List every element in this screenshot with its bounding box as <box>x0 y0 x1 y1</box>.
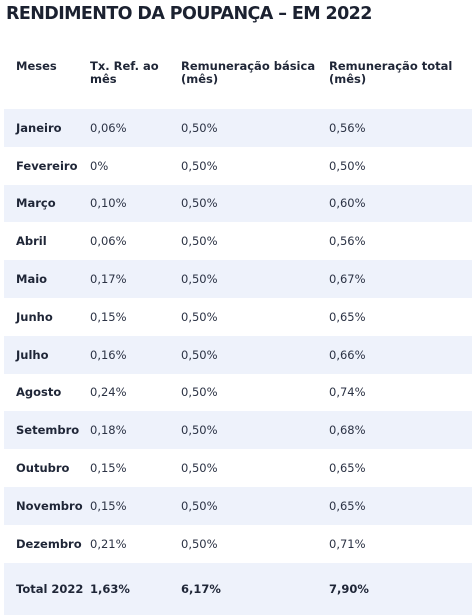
table-row: Janeiro 0,06% 0,50% 0,56% <box>4 109 472 147</box>
month-cell: Novembro <box>16 498 83 513</box>
table-row: Março 0,10% 0,50% 0,60% <box>4 184 472 223</box>
basic-cell: 0,50% <box>181 347 218 362</box>
total-cell: 0,56% <box>329 234 366 249</box>
tr-cell: 0,24% <box>90 385 127 400</box>
tr-cell: 0,15% <box>90 461 127 476</box>
total-total-cell: 7,90% <box>329 581 369 596</box>
table-row: Julho 0,16% 0,50% 0,66% <box>4 335 472 374</box>
total-cell: 0,65% <box>329 309 366 324</box>
basic-cell: 0,50% <box>181 309 218 324</box>
table-row: Agosto 0,24% 0,50% 0,74% <box>4 373 472 412</box>
total-cell: 0,65% <box>329 461 366 476</box>
header-total-yield: Remuneração total (mês) <box>329 59 453 86</box>
total-cell: 0,68% <box>329 423 366 438</box>
tr-cell: 0,17% <box>90 272 127 287</box>
basic-cell: 0,50% <box>181 120 218 135</box>
month-cell: Dezembro <box>16 536 82 551</box>
table-row: Abril 0,06% 0,50% 0,56% <box>4 222 472 261</box>
tr-cell: 0,06% <box>90 120 127 135</box>
tr-cell: 0,06% <box>90 234 127 249</box>
month-cell: Junho <box>16 309 53 324</box>
month-cell: Fevereiro <box>16 158 78 173</box>
savings-yield-table: Meses Tx. Ref. ao mês Remuneração básica… <box>4 48 472 615</box>
total-basic-cell: 6,17% <box>181 581 221 596</box>
basic-cell: 0,50% <box>181 536 218 551</box>
table-row: Junho 0,15% 0,50% 0,65% <box>4 297 472 336</box>
total-label-cell: Total 2022 <box>16 582 84 597</box>
total-cell: 0,67% <box>329 272 366 287</box>
basic-cell: 0,50% <box>181 423 218 438</box>
basic-cell: 0,50% <box>181 498 218 513</box>
month-cell: Agosto <box>16 385 62 400</box>
table-row: Fevereiro 0% 0,50% 0,50% <box>4 146 472 185</box>
basic-cell: 0,50% <box>181 461 218 476</box>
basic-cell: 0,50% <box>181 272 218 287</box>
table-row: Maio 0,17% 0,50% 0,67% <box>4 260 472 298</box>
tr-cell: 0,18% <box>90 423 127 438</box>
tr-cell: 0,16% <box>90 347 127 362</box>
basic-cell: 0,50% <box>181 385 218 400</box>
total-cell: 0,74% <box>329 385 366 400</box>
tr-cell: 0,10% <box>90 196 127 211</box>
tr-cell: 0,15% <box>90 309 127 324</box>
table-row: Setembro 0,18% 0,50% 0,68% <box>4 411 472 450</box>
total-tr-cell: 1,63% <box>90 581 130 596</box>
header-basic-yield: Remuneração básica (mês) <box>181 59 316 86</box>
table-total-row: Total 2022 1,63% 6,17% 7,90% <box>4 562 472 615</box>
tr-cell: 0,15% <box>90 498 127 513</box>
total-cell: 0,50% <box>329 158 366 173</box>
table-header-row: Meses Tx. Ref. ao mês Remuneração básica… <box>4 48 472 109</box>
total-cell: 0,71% <box>329 536 366 551</box>
month-cell: Outubro <box>16 461 70 476</box>
month-cell: Maio <box>16 272 48 287</box>
total-cell: 0,60% <box>329 196 366 211</box>
month-cell: Março <box>16 196 56 211</box>
header-tr-rate: Tx. Ref. ao mês <box>90 59 159 86</box>
table-row: Novembro 0,15% 0,50% 0,65% <box>4 486 472 525</box>
month-cell: Julho <box>16 347 49 362</box>
header-months: Meses <box>16 59 57 73</box>
page-title: RENDIMENTO DA POUPANÇA – EM 2022 <box>6 4 372 24</box>
month-cell: Setembro <box>16 423 80 438</box>
total-cell: 0,56% <box>329 120 366 135</box>
basic-cell: 0,50% <box>181 234 218 249</box>
month-cell: Janeiro <box>16 120 62 135</box>
tr-cell: 0% <box>90 158 109 173</box>
total-cell: 0,65% <box>329 498 366 513</box>
tr-cell: 0,21% <box>90 536 127 551</box>
table-row: Outubro 0,15% 0,50% 0,65% <box>4 449 472 487</box>
month-cell: Abril <box>16 234 47 249</box>
table-row: Dezembro 0,21% 0,50% 0,71% <box>4 524 472 563</box>
basic-cell: 0,50% <box>181 196 218 211</box>
total-cell: 0,66% <box>329 347 366 362</box>
basic-cell: 0,50% <box>181 158 218 173</box>
